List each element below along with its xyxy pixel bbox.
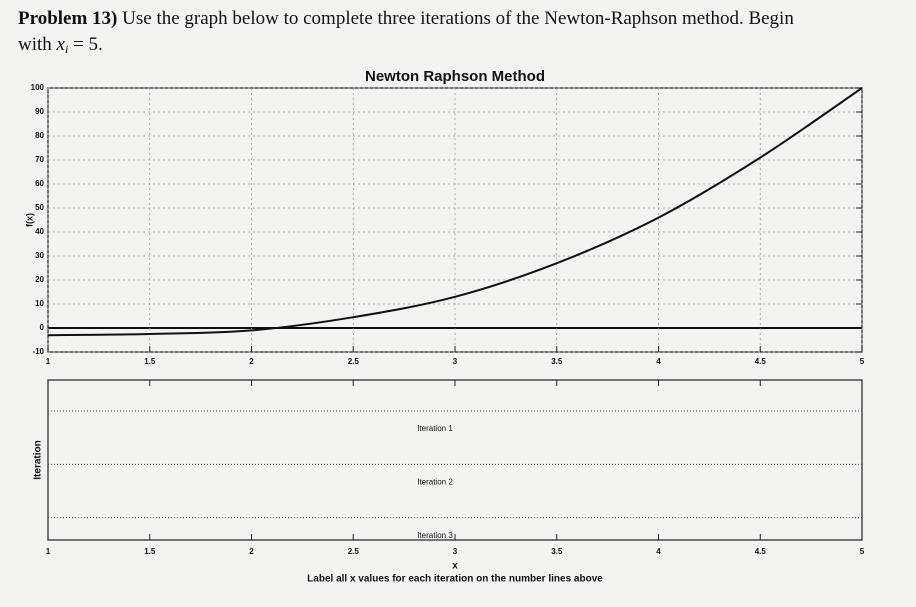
x-tick-label: 3.5 [551, 547, 563, 556]
curve [47, 87, 863, 337]
iteration-label: Iteration 1 [417, 424, 453, 433]
x-tick-label: 1.5 [144, 547, 156, 556]
chart-title: Newton Raphson Method [365, 68, 545, 85]
y-tick-label: 20 [35, 275, 44, 284]
x-tick-label: 5 [860, 547, 865, 556]
y-tick-label: 0 [40, 323, 45, 332]
x-tick-label: 4.5 [755, 357, 767, 366]
y-axis-label: f(x) [24, 213, 34, 227]
y-tick-label: 10 [35, 299, 44, 308]
variable: x [56, 34, 66, 55]
x-axis-label: x [452, 561, 458, 572]
y-tick-label: 90 [35, 107, 44, 116]
x-tick-label: 1 [46, 357, 51, 366]
y-tick-label: -10 [32, 347, 44, 356]
x-tick-label: 4.5 [755, 547, 767, 556]
problem-label: Problem 13) [18, 8, 117, 29]
y-tick-label: 80 [35, 131, 44, 140]
x-tick-label: 4 [656, 547, 661, 556]
x-tick-label: 1 [46, 547, 51, 556]
y-tick-label: 60 [35, 179, 44, 188]
iteration-label: Iteration 3 [417, 531, 453, 540]
problem-text: Use the graph below to complete three it… [122, 8, 794, 29]
y-tick-label: 40 [35, 227, 44, 236]
problem-text: with [18, 34, 52, 55]
x-tick-label: 2.5 [348, 547, 360, 556]
iteration-label: Iteration 2 [417, 477, 453, 486]
x-tick-label: 2 [249, 547, 254, 556]
x-tick-label: 4 [656, 357, 661, 366]
problem-text: = 5. [73, 34, 103, 55]
problem-line-2: with xi = 5. [18, 34, 103, 59]
x-tick-label: 1.5 [144, 357, 156, 366]
x-tick-label: 5 [860, 357, 865, 366]
y-tick-label: 100 [31, 83, 45, 92]
y-tick-label: 50 [35, 203, 44, 212]
y-tick-label: 70 [35, 155, 44, 164]
x-tick-label: 3.5 [551, 357, 563, 366]
y-axis-label: Iteration [33, 440, 44, 479]
plot-frame [47, 379, 863, 541]
caption: Label all x values for each iteration on… [307, 574, 603, 585]
x-tick-label: 3 [453, 357, 458, 366]
y-tick-label: 30 [35, 251, 44, 260]
x-tick-label: 2.5 [348, 357, 360, 366]
problem-line-1: Problem 13) Use the graph below to compl… [18, 8, 794, 29]
x-tick-label: 2 [249, 357, 254, 366]
subscript: i [65, 42, 68, 56]
x-tick-label: 3 [453, 547, 458, 556]
